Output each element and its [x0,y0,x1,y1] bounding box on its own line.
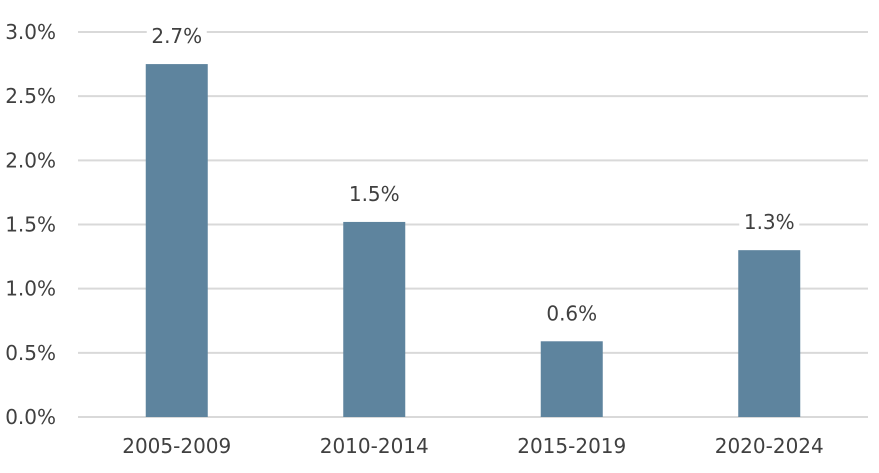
data-label-background [344,180,405,207]
y-tick-label: 0.5% [5,341,56,365]
y-tick-label: 2.5% [5,84,56,108]
data-label-background [739,209,800,236]
bar [343,221,406,417]
x-tick-label: 2015-2019 [517,434,626,458]
y-tick-label: 1.5% [5,213,56,237]
y-tick-label: 2.0% [5,148,56,172]
x-tick-label: 2010-2014 [320,434,429,458]
data-label: 2.7% [151,24,202,48]
data-labels: 2.7% 1.5% 0.6% 1.3% [146,23,800,327]
y-tick-label: 3.0% [5,20,56,44]
y-tick-label: 1.0% [5,277,56,301]
bar [738,250,801,417]
bar [145,64,208,417]
data-label-group: 1.3% [739,209,800,236]
data-label-background [146,23,207,50]
data-label-group: 1.5% [344,180,405,207]
data-label-group: 0.6% [541,300,602,327]
data-label: 1.3% [744,210,795,234]
y-tick-label: 0.0% [5,405,56,429]
data-label: 0.6% [546,301,597,325]
y-axis-tick-labels: 0.0% 0.5% 1.0% 1.5% 2.0% 2.5% 3.0% [5,20,56,429]
x-axis-tick-labels: 2005-2009 2010-2014 2015-2019 2020-2024 [122,434,824,458]
gridlines [78,31,868,418]
data-label-group: 2.7% [146,23,207,50]
data-label: 1.5% [349,182,400,206]
bars [145,64,801,417]
x-tick-label: 2005-2009 [122,434,231,458]
data-label-background [541,300,602,327]
x-tick-label: 2020-2024 [715,434,824,458]
bar [540,341,603,417]
